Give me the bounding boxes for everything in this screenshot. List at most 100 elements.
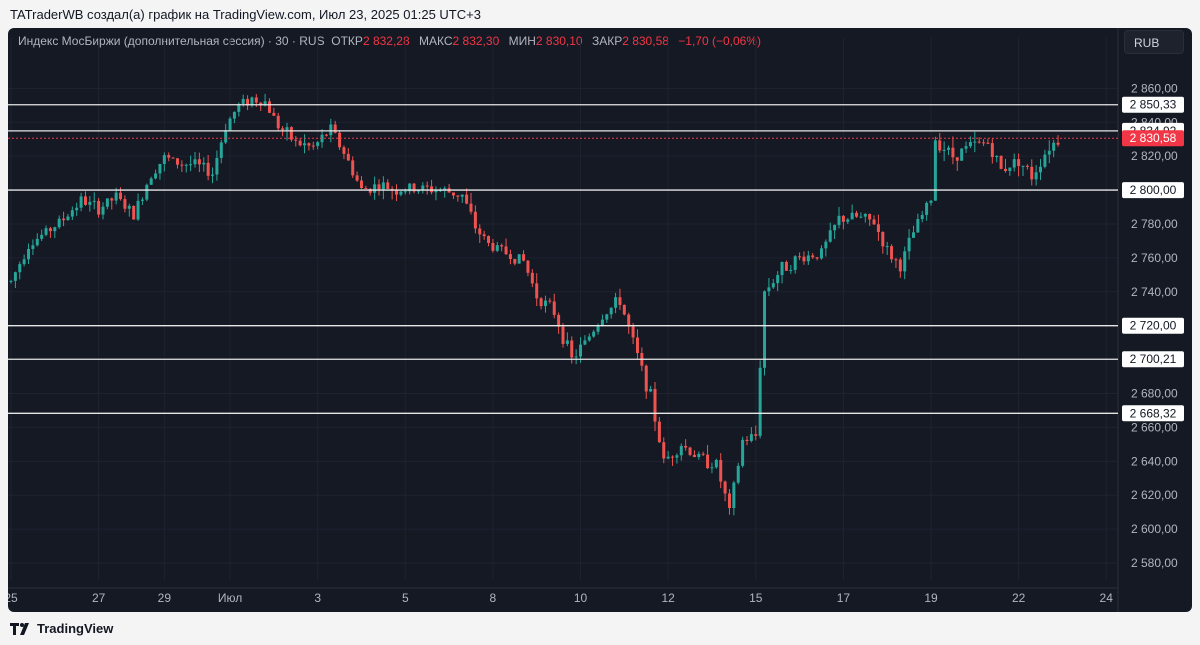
open-label: ОТКР xyxy=(331,34,363,48)
x-tick-label: 17 xyxy=(837,591,851,605)
candle-body xyxy=(517,254,521,264)
candle-body xyxy=(806,255,810,262)
candle-body xyxy=(303,143,307,146)
candle-body xyxy=(802,256,806,262)
y-tick-label: 2 740,00 xyxy=(1131,285,1178,299)
candle-body xyxy=(1021,165,1025,167)
candle-body xyxy=(644,365,648,392)
candle-body xyxy=(430,186,434,193)
candle-body xyxy=(657,421,661,443)
candle-body xyxy=(732,482,736,508)
candle-body xyxy=(70,210,74,217)
chart-panel[interactable]: Индекс МосБиржи (дополнительная сессия) … xyxy=(8,28,1192,612)
candle-body xyxy=(1056,142,1060,145)
candle-body xyxy=(780,261,784,276)
level-price-label: 2 720,00 xyxy=(1130,319,1177,333)
level-price-tag xyxy=(1122,405,1184,422)
candle-body xyxy=(13,272,17,281)
candle-body xyxy=(456,195,460,197)
level-price-label: 2 850,33 xyxy=(1130,98,1177,112)
candle-body xyxy=(228,118,232,131)
candle-body xyxy=(197,159,201,165)
y-tick-label: 2 640,00 xyxy=(1131,454,1178,468)
candle-body xyxy=(158,163,162,174)
candle-body xyxy=(97,200,101,215)
candle-body xyxy=(592,331,596,337)
currency-button[interactable]: RUB xyxy=(1124,30,1184,54)
candle-body xyxy=(132,205,136,220)
candle-body xyxy=(281,128,285,130)
candle-body xyxy=(688,447,692,455)
candle-body xyxy=(224,130,228,143)
candle-body xyxy=(329,124,333,136)
open-value: 2 832,28 xyxy=(362,34,410,48)
level-price-tag xyxy=(1122,182,1184,199)
candle-body xyxy=(487,236,491,243)
candle-body xyxy=(451,192,455,196)
candle-body xyxy=(574,356,578,358)
candle-body xyxy=(522,254,526,261)
candle-body xyxy=(294,139,298,141)
candle-body xyxy=(473,211,477,229)
candle-body xyxy=(631,326,635,338)
level-price-label: 2 668,32 xyxy=(1130,406,1177,420)
candle-body xyxy=(136,200,140,220)
candle-body xyxy=(885,246,889,248)
candle-body xyxy=(123,199,127,209)
candle-body xyxy=(719,460,723,482)
candle-body xyxy=(381,182,385,190)
candle-body xyxy=(399,191,403,195)
candle-body xyxy=(48,228,52,232)
candle-body xyxy=(819,248,823,259)
x-tick-label: 19 xyxy=(924,591,938,605)
y-tick-label: 2 600,00 xyxy=(1131,522,1178,536)
candle-body xyxy=(609,307,613,315)
candle-body xyxy=(903,251,907,272)
tradingview-logo[interactable]: TradingView xyxy=(10,621,113,636)
candle-body xyxy=(31,245,35,249)
candle-body xyxy=(1025,165,1029,167)
y-tick-label: 2 860,00 xyxy=(1131,81,1178,95)
y-tick-label: 2 760,00 xyxy=(1131,251,1178,265)
y-tick-label: 2 660,00 xyxy=(1131,420,1178,434)
candle-body xyxy=(596,325,600,332)
candle-body xyxy=(710,467,714,469)
candle-body xyxy=(714,460,718,468)
high-value: 2 832,30 xyxy=(452,34,500,48)
candle-body xyxy=(727,493,731,508)
candle-body xyxy=(355,175,359,181)
candle-body xyxy=(793,256,797,270)
candle-body xyxy=(824,241,828,249)
candle-body xyxy=(289,127,293,140)
candle-body xyxy=(421,185,425,190)
candle-body xyxy=(403,191,407,193)
candle-body xyxy=(692,454,696,458)
candle-body xyxy=(307,143,311,146)
low-label: МИН xyxy=(508,34,536,48)
candle-body xyxy=(539,298,543,307)
candle-body xyxy=(184,164,188,166)
x-tick-label: 3 xyxy=(314,591,321,605)
candle-body xyxy=(342,147,346,154)
candle-body xyxy=(811,255,815,258)
candle-body xyxy=(162,155,166,164)
candle-body xyxy=(425,185,429,187)
candle-body xyxy=(1003,168,1007,172)
candle-body xyxy=(79,196,83,208)
candle-body xyxy=(587,336,591,341)
candle-body xyxy=(776,275,780,284)
candle-body xyxy=(1047,150,1051,155)
level-price-tag xyxy=(1122,351,1184,368)
candle-body xyxy=(1034,172,1038,180)
candle-body xyxy=(736,465,740,483)
candle-body xyxy=(767,287,771,292)
y-tick-label: 2 580,00 xyxy=(1131,556,1178,570)
candle-body xyxy=(110,198,114,201)
candle-body xyxy=(320,134,324,143)
x-tick-label: 10 xyxy=(574,591,588,605)
y-tick-label: 2 620,00 xyxy=(1131,488,1178,502)
candle-body xyxy=(530,272,534,284)
y-tick-label: 2 680,00 xyxy=(1131,387,1178,401)
candle-body xyxy=(66,216,70,221)
candle-body xyxy=(815,257,819,259)
